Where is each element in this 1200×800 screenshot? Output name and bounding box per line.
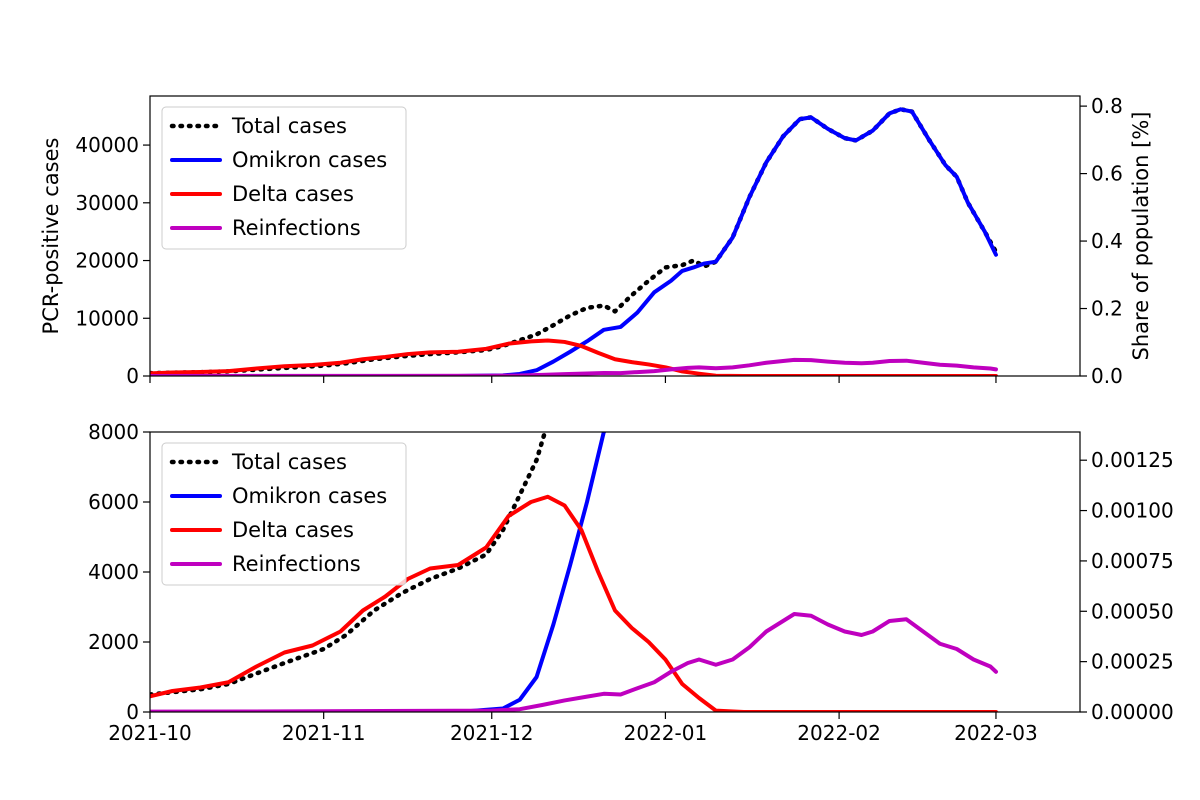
- legend: Total cases Omikron cases Delta cases Reinf…: [161, 106, 407, 250]
- plot-lines: [150, 432, 998, 712]
- x-tick-label: 2021-10: [108, 721, 192, 745]
- legend-frame: [161, 106, 407, 250]
- x-tick-label: 2021-11: [282, 721, 366, 745]
- series-line-reinfections: [150, 612, 998, 712]
- y2-tick-label: 0.00050: [1091, 599, 1174, 623]
- y2-tick-label: 0.6: [1091, 162, 1123, 186]
- y2-tick-label: 0.00125: [1091, 448, 1174, 472]
- series-line-total-cases: [150, 432, 548, 697]
- x-tick-label: 2022-03: [954, 721, 1038, 745]
- legend-entry: Total cases: [231, 450, 347, 474]
- legend-entry: Omikron cases: [232, 148, 387, 172]
- y-tick-label: 8000: [88, 420, 139, 444]
- y-tick-label: 0: [126, 364, 139, 388]
- series-line-delta-cases: [150, 494, 998, 712]
- y-tick-label: 0: [126, 700, 139, 724]
- y2-tick-label: 0.8: [1091, 94, 1123, 118]
- y2-tick-label: 0.00000: [1091, 700, 1174, 724]
- series-line-reinfections: [150, 357, 998, 376]
- y2-tick-label: 0.2: [1091, 297, 1123, 321]
- plot-lines: [150, 107, 999, 376]
- legend-entry: Reinfections: [232, 216, 361, 240]
- legend-entry: Total cases: [231, 114, 347, 138]
- y2-axis-label: Share of population [%]: [1129, 112, 1153, 361]
- legend-entry: Delta cases: [232, 182, 354, 206]
- legend-entry: Reinfections: [232, 552, 361, 576]
- y2-tick-label: 0.00025: [1091, 650, 1174, 674]
- y-tick-label: 40000: [75, 133, 139, 157]
- y2-tick-label: 0.00075: [1091, 549, 1174, 573]
- y-tick-label: 20000: [75, 249, 139, 273]
- x-tick-label: 2022-01: [624, 721, 708, 745]
- y-tick-label: 6000: [88, 490, 139, 514]
- legend-entry: Delta cases: [232, 518, 354, 542]
- series-line-omikron-cases: [150, 107, 998, 376]
- top-panel: 0 10000 20000 30000 40000 0.0 0.2 0.4 0.6 0.8 PCR-…: [39, 94, 1153, 388]
- y-tick-label: 10000: [75, 306, 139, 330]
- y-tick-label: 2000: [88, 630, 139, 654]
- y2-tick-label: 0.4: [1091, 229, 1123, 253]
- legend-entry: Omikron cases: [232, 484, 387, 508]
- x-tick-label: 2021-12: [450, 721, 534, 745]
- legend: Total cases Omikron cases Delta cases Reinf…: [161, 442, 407, 586]
- y-tick-label: 4000: [88, 560, 139, 584]
- y-axis-label: PCR-positive cases: [39, 138, 63, 335]
- y2-tick-label: 0.00100: [1091, 499, 1174, 523]
- y-tick-label: 30000: [75, 191, 139, 215]
- x-tick-label: 2022-02: [797, 721, 881, 745]
- legend-frame: [161, 442, 407, 586]
- bottom-panel: 0 2000 4000 6000 8000 0.00000 0.00025 0.00050 0.…: [88, 420, 1174, 745]
- axes-frame: [149, 95, 1081, 377]
- y2-tick-label: 0.0: [1091, 364, 1123, 388]
